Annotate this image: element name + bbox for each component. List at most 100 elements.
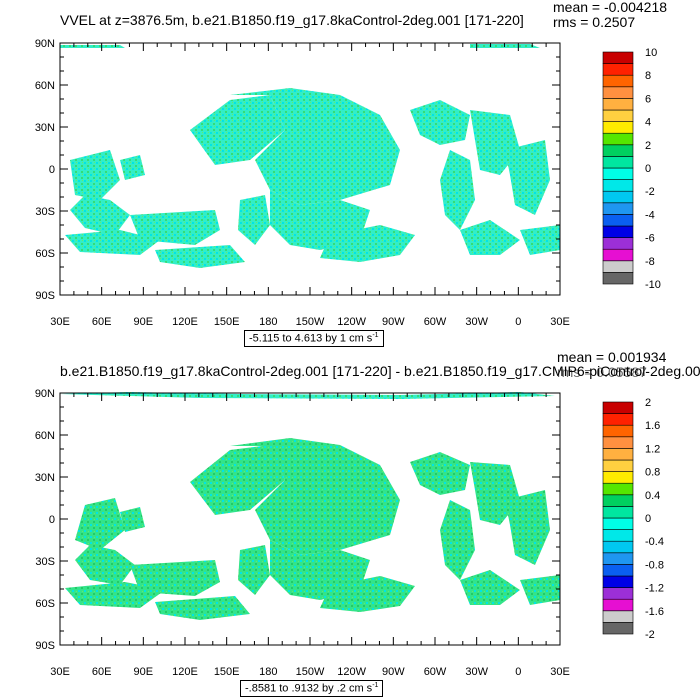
lon-label: 120E (172, 316, 198, 328)
panel-2-ocean (60, 392, 560, 620)
lat-label: 30S (35, 206, 55, 218)
lon-label: 60W (424, 666, 447, 678)
colorbar-box (602, 225, 634, 238)
colorbar-box (602, 260, 634, 273)
panel-2-range-unit-exp: -1 (372, 682, 379, 689)
panel-2-rms: rms = 0.05587 (557, 364, 647, 380)
lon-label: 0 (515, 666, 521, 678)
lat-label: 60S (35, 248, 55, 260)
colorbar-label: 10 (645, 47, 657, 59)
panel-1-ocean (60, 44, 560, 268)
colorbar-label: 0.8 (645, 467, 660, 479)
lat-label: 60S (35, 598, 55, 610)
colorbar-box (602, 506, 634, 519)
colorbar-box (602, 156, 634, 169)
lon-label: 60W (424, 316, 447, 328)
colorbar-label: 2 (645, 140, 651, 152)
colorbar-box (602, 459, 634, 472)
colorbar-box (602, 598, 634, 612)
panel-1-lat-labels: 90N 60N 30N 0 30S 60S 90S (35, 38, 55, 302)
panel-2-map-svg: 90N 60N 30N 0 30S 60S 90S 30E 60E 90E 120E 150E 180… (35, 388, 664, 678)
colorbar-box (602, 575, 634, 588)
panel-2-range-box: -.8581 to .9132 by .2 cm s-1 (240, 680, 384, 697)
colorbar-label: -10 (645, 279, 661, 291)
lat-label: 60N (35, 430, 55, 442)
panel-2-range-text: -.8581 to .9132 by .2 cm s (245, 682, 373, 695)
colorbar-box (602, 401, 634, 414)
colorbar-box (602, 63, 634, 76)
lon-label: 150W (296, 316, 325, 328)
panel-1-mean: mean = -0.004218 (553, 0, 668, 15)
colorbar-label: 6 (645, 93, 651, 105)
lon-label: 30W (465, 316, 488, 328)
lon-label: 60E (92, 316, 112, 328)
colorbar-box (602, 587, 634, 600)
lat-label: 0 (49, 514, 55, 526)
colorbar-box (602, 202, 634, 215)
colorbar-box (602, 471, 634, 484)
lon-label: 180 (259, 666, 277, 678)
panel-1-colorbar: 10 8 6 4 2 0 -2 -4 -6 -8 -10 (602, 47, 661, 291)
colorbar-label: 2 (645, 397, 651, 409)
panel-1-range-box: -5.115 to 4.613 by 1 cm s-1 (244, 330, 384, 347)
colorbar-box (602, 272, 634, 285)
colorbar-box (602, 86, 634, 99)
panel-2-lat-labels: 90N 60N 30N 0 30S 60S 90S (35, 388, 55, 652)
lon-label: 120W (337, 316, 366, 328)
colorbar-label: -1.6 (645, 606, 664, 618)
lon-label: 90W (382, 316, 405, 328)
lon-label: 120W (337, 666, 366, 678)
colorbar-box (602, 610, 634, 623)
panel-1-title: VVEL at z=3876.5m, b.e21.B1850.f19_g17.8… (60, 12, 524, 28)
colorbar-box (602, 494, 634, 507)
colorbar-box (602, 540, 634, 554)
colorbar-box (602, 552, 634, 565)
colorbar-box (602, 237, 634, 250)
colorbar-box (602, 121, 634, 134)
lon-label: 90W (382, 666, 405, 678)
panel-1-ticks (59, 42, 561, 296)
colorbar-box (602, 132, 634, 146)
lon-label: 30W (465, 666, 488, 678)
colorbar-box (602, 109, 634, 122)
colorbar-label: -1.2 (645, 583, 664, 595)
colorbar-box (602, 529, 634, 542)
colorbar-box (602, 179, 634, 192)
lat-label: 60N (35, 80, 55, 92)
colorbar-box (602, 622, 634, 635)
colorbar-label: 8 (645, 70, 651, 82)
lon-label: 90E (134, 666, 154, 678)
colorbar-label: 0 (645, 513, 651, 525)
colorbar-label: 0.4 (645, 490, 660, 502)
colorbar-box (602, 564, 634, 577)
lat-label: 0 (49, 164, 55, 176)
colorbar-box (602, 190, 634, 204)
panel-2-mean: mean = 0.001934 (557, 349, 667, 365)
colorbar-box (602, 167, 634, 180)
colorbar-box (602, 98, 634, 111)
colorbar-box (602, 413, 634, 426)
lon-label: 90E (134, 316, 154, 328)
panel-2-title: b.e21.B1850.f19_g17.8kaControl-2deg.001 … (60, 363, 700, 379)
colorbar-label: -0.8 (645, 559, 664, 571)
lon-label: 180 (259, 316, 277, 328)
lon-label: 120E (172, 666, 198, 678)
lon-label: 150E (214, 666, 240, 678)
lat-label: 90N (35, 388, 55, 400)
lat-label: 90N (35, 38, 55, 50)
colorbar-label: -6 (645, 233, 655, 245)
colorbar-box (602, 424, 634, 438)
lon-label: 30E (50, 666, 70, 678)
colorbar-box (602, 436, 634, 449)
lat-label: 30N (35, 472, 55, 484)
colorbar-label: 1.6 (645, 420, 660, 432)
colorbar-box (602, 517, 634, 530)
lon-label: 30E (50, 316, 70, 328)
lon-label: 60E (92, 666, 112, 678)
colorbar-box (602, 448, 634, 461)
panel-2-ticks (59, 392, 561, 646)
colorbar-label: -2 (645, 186, 655, 198)
panel-1-lon-labels: 30E 60E 90E 120E 150E 180 150W 120W 90W 60W 30W 0 30… (50, 316, 570, 328)
panel-1-map-svg: 90N 60N 30N 0 30S 60S 90S 30E 60E 90E 120E 150E 180… (35, 38, 661, 328)
panel-2-colorbar: 2 1.6 1.2 0.8 0.4 0 -0.4 -0.8 -1.2 -1.6 -2 (602, 397, 664, 641)
